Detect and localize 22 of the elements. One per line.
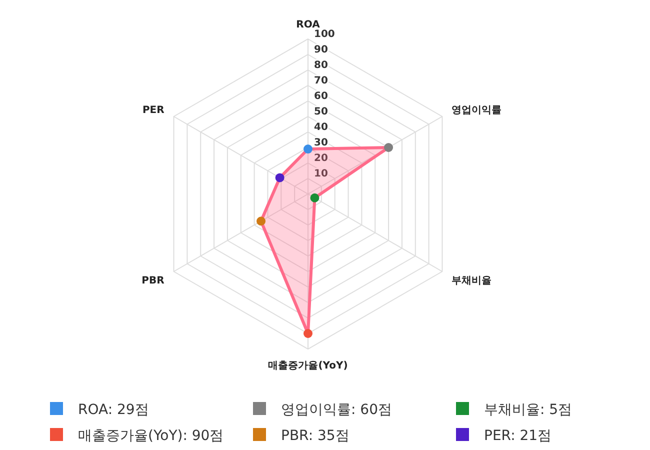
text: 매출증가율(YoY): 90점 [78,428,224,444]
y-tick-label: 90 [314,44,328,56]
spoke-label: 매출증가율(YoY) [268,360,348,372]
y-tick-label: 10 [314,168,328,180]
spoke-label: PBR [142,275,165,286]
y-tick-label: 80 [314,60,328,71]
text: ROA: 29점 [78,402,149,418]
y-tick-label: 60 [314,91,328,102]
spoke-label: PER [142,104,165,116]
spoke-label: 영업이익률 [452,104,502,116]
y-tick-label: 20 [314,153,328,164]
spoke-label: ROA [296,20,320,30]
text: PBR: 35점 [281,428,350,444]
y-tick-label: 40 [314,122,328,133]
y-tick-label: 30 [314,138,328,148]
spoke-label: 부채비율 [452,275,492,286]
text: PER: 21점 [484,428,552,444]
text: 영업이익률: 60점 [281,402,392,418]
text: 부채비율: 5점 [484,402,572,418]
y-tick-label: 70 [314,76,328,86]
y-tick-label: 100 [314,29,335,40]
y-tick-label: 50 [314,106,328,118]
